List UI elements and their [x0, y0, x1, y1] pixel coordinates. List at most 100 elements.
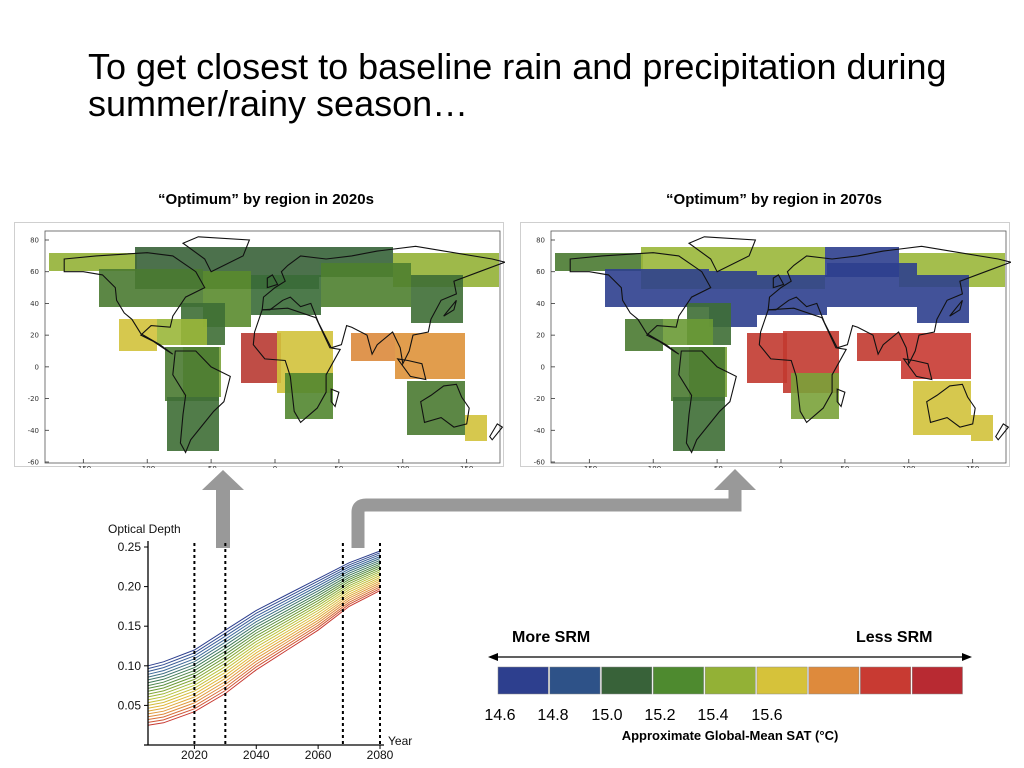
- continent-outline: [63, 252, 206, 355]
- y-tick-label: 0.20: [118, 580, 142, 594]
- continent-outline: [758, 307, 848, 424]
- continent-outline: [443, 299, 457, 317]
- x-tick-label: 2060: [305, 748, 332, 762]
- optical-depth-series-line: [147, 558, 381, 678]
- scale-swatch: [756, 666, 808, 695]
- scale-swatch: [549, 666, 601, 695]
- chart-axes: [144, 541, 384, 746]
- map-svg-2070s: -150 -100 -50 0 50 100 150 80 60 40 20 0 -20 -40 -60: [534, 230, 1011, 468]
- continent-outline: [569, 252, 712, 355]
- lat-tick-label: 80: [30, 237, 39, 245]
- world-map-2070s: -150 -100 -50 0 50 100 150 80 60 40 20 0 -20 -40 -60: [520, 222, 1011, 468]
- optical-depth-series-line: [147, 565, 381, 689]
- lon-tick-label: 50: [840, 465, 849, 468]
- y-tick-label: 0.05: [118, 698, 142, 712]
- continent-outline: [836, 388, 846, 408]
- continent-outline: [181, 236, 251, 273]
- y-tick-label: 0.15: [118, 619, 142, 633]
- region-cell: [625, 319, 663, 351]
- y-tick-labels: 0.05 0.10 0.15 0.20 0.25: [118, 540, 148, 712]
- region-cell: [857, 333, 901, 361]
- optical-depth-series-line: [147, 578, 381, 709]
- scale-tick-15-6: 15.6: [751, 707, 783, 724]
- lat-tick-label: -60: [28, 459, 39, 467]
- slide-title: To get closest to baseline rain and prec…: [88, 46, 947, 124]
- continent-outline: [926, 383, 976, 428]
- optical-depth-series-line: [147, 573, 381, 701]
- lon-tick-label: 150: [966, 465, 979, 468]
- lon-tick-label: -100: [645, 465, 661, 468]
- scale-tick-14-8: 14.8: [537, 707, 569, 724]
- lat-tick-label: -20: [28, 395, 39, 403]
- optical-depth-series-line: [147, 584, 381, 718]
- region-cell: [747, 333, 787, 383]
- temperature-color-scale: [488, 653, 972, 695]
- optical-depth-series-line: [147, 582, 381, 715]
- optical-depth-series-line: [147, 590, 381, 726]
- continent-outline: [396, 358, 427, 381]
- lon-tick-label: 0: [273, 465, 277, 468]
- region-cell: [555, 253, 643, 271]
- region-cell: [663, 319, 713, 345]
- lat-tick-label: 0: [541, 363, 545, 371]
- lon-tick-label: -50: [711, 465, 722, 468]
- scale-double-arrow: [488, 653, 972, 661]
- region-cell: [119, 319, 157, 351]
- continent-outline: [330, 388, 340, 408]
- region-cell: [165, 347, 219, 401]
- lon-tick-label: 150: [460, 465, 473, 468]
- optical-depth-series-line: [147, 569, 381, 695]
- x-tick-label: 2080: [367, 748, 394, 762]
- y-axis-title: Optical Depth: [108, 522, 181, 536]
- lat-tick-label: 0: [35, 363, 39, 371]
- scale-swatch: [704, 666, 756, 695]
- region-cell: [913, 381, 971, 435]
- map-svg-2020s: -150 -100 -50 0 50 100 150 80 60 40 20 0 -20 -40 -60: [28, 230, 505, 468]
- arrow-to-2070s-map: [351, 469, 756, 548]
- continent-outline: [949, 299, 963, 317]
- lat-tick-label: -20: [534, 395, 545, 403]
- continent-outline: [772, 274, 785, 289]
- vertical-markers: [193, 543, 381, 745]
- continent-outline: [420, 383, 470, 428]
- map-caption-2070s: “Optimum” by region in 2070s: [666, 191, 882, 208]
- optical-depth-series-line: [147, 559, 381, 681]
- region-cell: [407, 381, 465, 435]
- lat-tick-label: 40: [30, 300, 39, 308]
- region-cell: [673, 397, 725, 451]
- continent-outline: [261, 245, 505, 366]
- map-caption-2020s: “Optimum” by region in 2020s: [158, 191, 374, 208]
- more-srm-label: More SRM: [512, 629, 591, 646]
- region-cell: [671, 347, 725, 401]
- optical-depth-series-line: [147, 550, 381, 667]
- optical-depth-series-line: [147, 561, 381, 684]
- series-lines: [147, 550, 381, 726]
- optical-depth-series-line: [147, 552, 381, 670]
- lat-tick-label: -40: [534, 427, 545, 435]
- x-tick-label: 2020: [181, 748, 208, 762]
- continent-outline: [266, 274, 279, 289]
- scale-swatch: [911, 666, 963, 695]
- y-tick-label: 0.25: [118, 540, 142, 554]
- region-cell: [241, 333, 281, 383]
- scale-swatch: [808, 666, 860, 695]
- region-cell: [465, 415, 487, 441]
- optical-depth-series-line: [147, 563, 381, 687]
- lon-tick-label: 100: [902, 465, 915, 468]
- continent-outline: [687, 236, 757, 273]
- optical-depth-series-line: [147, 586, 381, 720]
- scale-caption: Approximate Global-Mean SAT (°C): [621, 728, 839, 743]
- lat-tick-label: 40: [536, 300, 545, 308]
- lat-tick-label: 20: [536, 332, 545, 340]
- lon-tick-label: 50: [334, 465, 343, 468]
- lat-tick-label: 60: [536, 268, 545, 276]
- optical-depth-series-line: [147, 571, 381, 698]
- optical-depth-series-line: [147, 576, 381, 706]
- optical-depth-series-line: [147, 556, 381, 675]
- scale-swatch: [497, 666, 549, 695]
- lon-tick-label: 0: [779, 465, 783, 468]
- scale-tick-14-6: 14.6: [484, 707, 516, 724]
- continent-outline: [995, 423, 1010, 441]
- lon-tick-label: -150: [75, 465, 91, 468]
